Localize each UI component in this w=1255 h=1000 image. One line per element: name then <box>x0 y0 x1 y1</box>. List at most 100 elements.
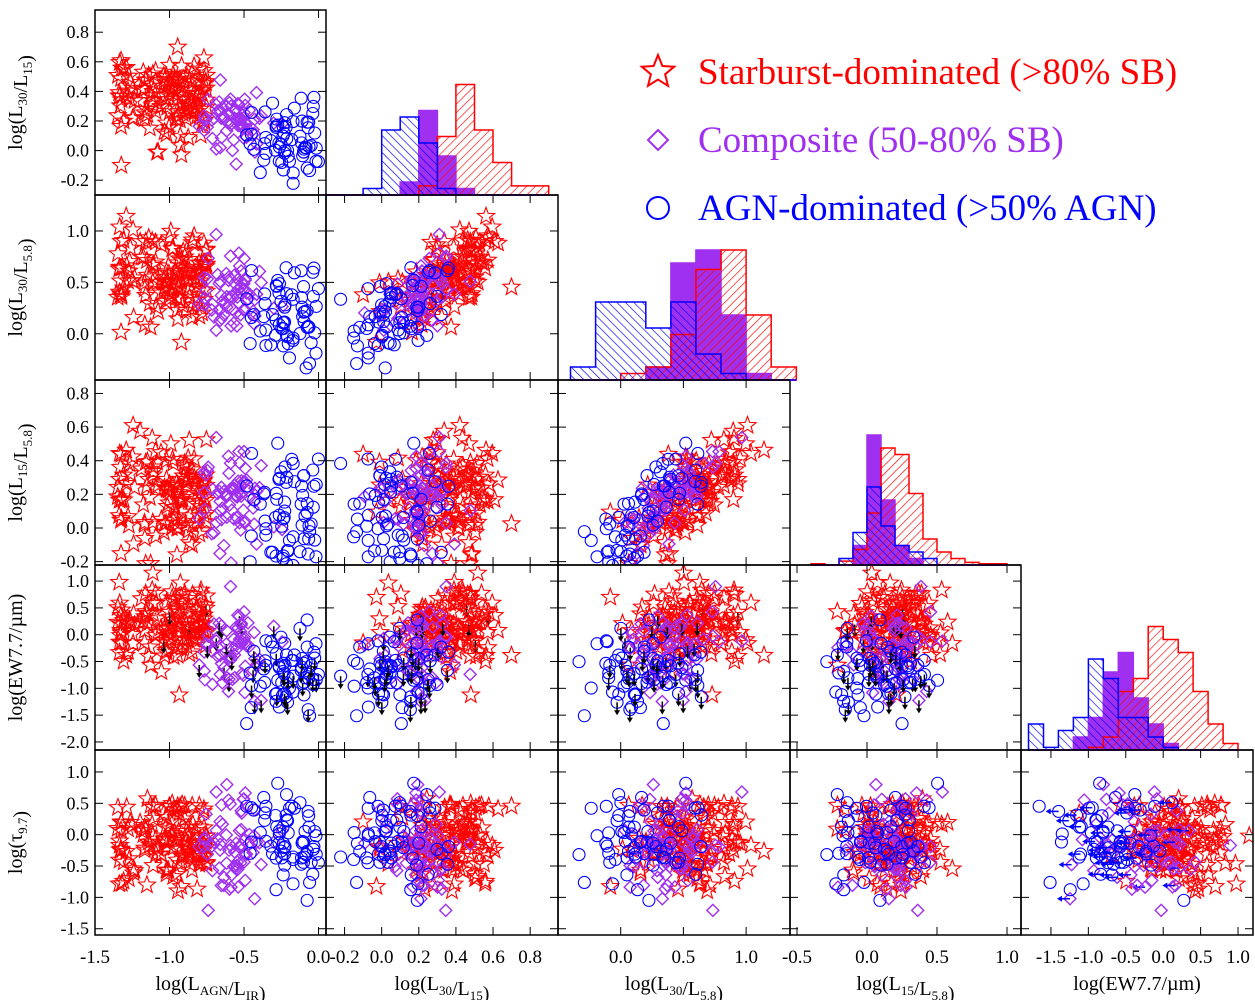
composite-point <box>209 97 224 112</box>
composite-point <box>247 891 262 906</box>
starburst-point <box>459 433 480 453</box>
agn-point <box>301 319 315 333</box>
agn-point <box>244 311 258 325</box>
starburst-point <box>153 270 174 290</box>
starburst-point <box>136 874 157 894</box>
composite-point <box>893 878 908 893</box>
starburst-point <box>124 267 145 287</box>
agn-point <box>600 839 614 853</box>
composite-point <box>228 277 243 292</box>
y-tick-label: 0.0 <box>67 625 90 645</box>
starburst-point <box>146 296 167 316</box>
composite-point <box>242 286 257 301</box>
agn-point <box>376 308 390 322</box>
starburst-point <box>110 321 132 341</box>
upper-limit-arrowhead <box>408 679 415 685</box>
agn-point <box>259 528 273 542</box>
x-tick-label: -1.5 <box>1036 947 1066 968</box>
starburst-point <box>167 880 188 900</box>
upper-limit-arrowhead <box>844 685 851 691</box>
y-tick-label: 0.2 <box>67 484 90 504</box>
starburst-point <box>473 603 495 623</box>
agn-point <box>675 661 689 675</box>
agn-point <box>584 801 598 815</box>
composite-point <box>677 837 692 852</box>
starburst-point <box>189 523 210 543</box>
starburst-point <box>439 796 461 816</box>
y-tick-label: 0.0 <box>67 825 90 845</box>
composite-point <box>214 512 229 527</box>
upper-limit-arrowhead <box>694 631 701 637</box>
upper-limit-arrowhead <box>1058 861 1064 868</box>
agn-point <box>306 677 320 692</box>
composite-point <box>447 657 462 672</box>
composite-point <box>415 481 430 496</box>
composite-point <box>219 777 234 792</box>
agn-point <box>363 790 377 804</box>
composite-point <box>867 797 881 812</box>
agn-point <box>302 532 316 546</box>
starburst-point <box>472 817 493 837</box>
composite-point <box>914 840 929 855</box>
starburst-point <box>156 863 177 883</box>
composite-point <box>425 843 440 858</box>
composite-point <box>221 466 236 481</box>
agn-point <box>1144 829 1158 843</box>
starburst-point <box>187 289 208 309</box>
composite-point <box>433 608 448 623</box>
starburst-point <box>182 466 203 486</box>
agn-point <box>625 508 639 522</box>
starburst-point <box>111 154 132 174</box>
agn-point <box>602 555 616 565</box>
agn-point <box>411 333 425 347</box>
agn-point <box>294 136 309 150</box>
agn-point <box>388 653 403 668</box>
agn-point <box>1032 799 1046 813</box>
composite-point <box>432 634 447 648</box>
composite-point <box>229 157 244 172</box>
starburst-point <box>107 817 128 837</box>
starburst-point <box>701 643 722 663</box>
agn-point <box>1063 883 1077 897</box>
starburst-point <box>827 601 848 621</box>
agn-point <box>300 613 314 627</box>
composite-point <box>233 523 248 537</box>
upper-limit-arrowhead <box>659 684 666 690</box>
starburst-point <box>448 853 469 873</box>
upper-limit-arrowhead <box>381 687 388 693</box>
starburst-point <box>931 813 952 833</box>
agn-point <box>420 787 434 802</box>
starburst-point <box>145 441 166 461</box>
agn-point <box>379 471 393 485</box>
starburst-point <box>457 611 478 631</box>
agn-point <box>347 826 361 840</box>
starburst-point <box>135 284 156 304</box>
composite-point <box>1130 878 1145 893</box>
starburst-point <box>667 878 689 898</box>
agn-point <box>1055 827 1069 841</box>
x-tick-label: 0.0 <box>307 947 331 968</box>
agn-point <box>653 630 667 644</box>
y-tick-label: -1.0 <box>61 887 90 907</box>
starburst-point <box>1190 817 1212 837</box>
starburst-point <box>176 831 197 851</box>
composite-point <box>219 489 234 504</box>
composite-point <box>904 636 919 651</box>
starburst-point <box>704 582 725 602</box>
agn-point <box>421 265 435 279</box>
agn-point <box>240 292 254 306</box>
agn-point <box>605 685 620 699</box>
composite-point <box>228 620 243 635</box>
composite-point <box>224 289 239 304</box>
starburst-point <box>116 255 137 275</box>
upper-limit-arrowhead <box>380 646 387 652</box>
agn-point <box>421 867 435 881</box>
agn-point <box>383 555 397 565</box>
starburst-point <box>171 144 192 164</box>
upper-limit-arrowhead <box>1107 859 1113 866</box>
agn-point <box>275 519 289 533</box>
starburst-point <box>142 579 163 599</box>
composite-point <box>438 251 453 266</box>
agn-point <box>270 492 284 506</box>
upper-limit-arrowhead <box>627 655 634 661</box>
